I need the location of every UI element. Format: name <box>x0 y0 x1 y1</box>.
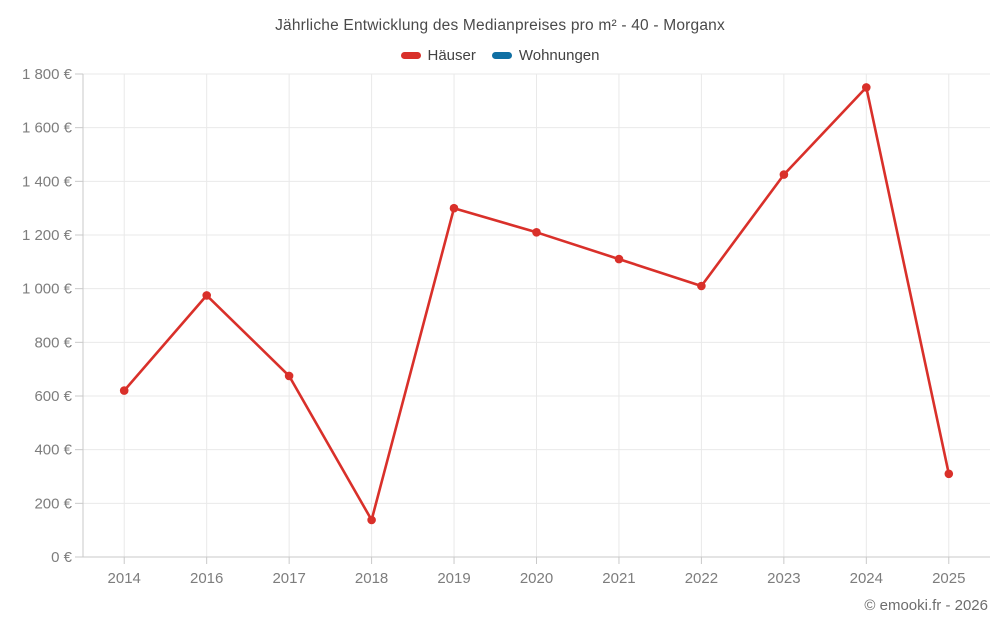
gridlines <box>83 73 990 557</box>
x-axis-label: 2017 <box>272 570 305 587</box>
x-axis-label: 2016 <box>190 570 223 587</box>
data-point-h-user-2017[interactable] <box>284 371 294 381</box>
x-axis-label: 2021 <box>602 570 635 587</box>
y-axis-label: 1 800 € <box>22 66 73 83</box>
legend-swatch-icon <box>400 52 421 59</box>
y-axis-label: 600 € <box>34 388 72 405</box>
data-point-h-user-2020[interactable] <box>532 228 541 237</box>
y-axis-label: 1 400 € <box>22 173 73 190</box>
y-axis-label: 0 € <box>51 549 73 566</box>
axes <box>75 73 990 564</box>
legend-item-h-user[interactable]: Häuser <box>400 47 476 64</box>
legend-swatch-icon <box>491 52 512 59</box>
x-axis-label: 2023 <box>767 570 800 587</box>
data-point-h-user-2024[interactable] <box>862 83 871 92</box>
data-point-h-user-2023[interactable] <box>779 170 789 179</box>
x-axis-label: 2020 <box>520 570 553 587</box>
y-axis-label: 1 600 € <box>22 120 73 137</box>
data-point-h-user-2019[interactable] <box>449 203 459 213</box>
data-point-h-user-2016[interactable] <box>202 291 211 300</box>
legend-label: Wohnungen <box>518 47 600 64</box>
x-axis-label: 2019 <box>437 570 470 587</box>
y-axis-label: 400 € <box>34 442 72 459</box>
x-axis-label: 2018 <box>355 570 388 587</box>
y-axis-label: 1 200 € <box>22 227 73 244</box>
x-axis-label: 2022 <box>685 570 718 587</box>
x-axis-label: 2014 <box>108 570 141 587</box>
data-point-h-user-2014[interactable] <box>119 386 129 395</box>
data-point-h-user-2022[interactable] <box>697 281 706 291</box>
y-axis-label: 1 000 € <box>22 281 73 298</box>
chart-title: Jährliche Entwicklung des Medianpreises … <box>275 17 725 34</box>
legend: Häuser Wohnungen <box>0 47 1000 64</box>
legend-label: Häuser <box>427 47 476 64</box>
x-axis-label: 2025 <box>932 570 965 587</box>
data-point-h-user-2021[interactable] <box>614 254 624 264</box>
series <box>119 83 954 525</box>
data-point-h-user-2018[interactable] <box>367 515 376 525</box>
y-axis-label: 200 € <box>34 495 72 512</box>
legend-item-wohnungen[interactable]: Wohnungen <box>491 47 600 64</box>
data-point-h-user-2025[interactable] <box>944 469 954 479</box>
source-credit: © emooki.fr - 2026 <box>864 597 988 614</box>
x-axis-label: 2024 <box>850 570 883 587</box>
y-axis-label: 800 € <box>34 334 72 351</box>
axis-labels: 0 € 200 € 400 € 600 € 800 € 1 000 € 1 200 € 1 4… <box>22 66 966 587</box>
